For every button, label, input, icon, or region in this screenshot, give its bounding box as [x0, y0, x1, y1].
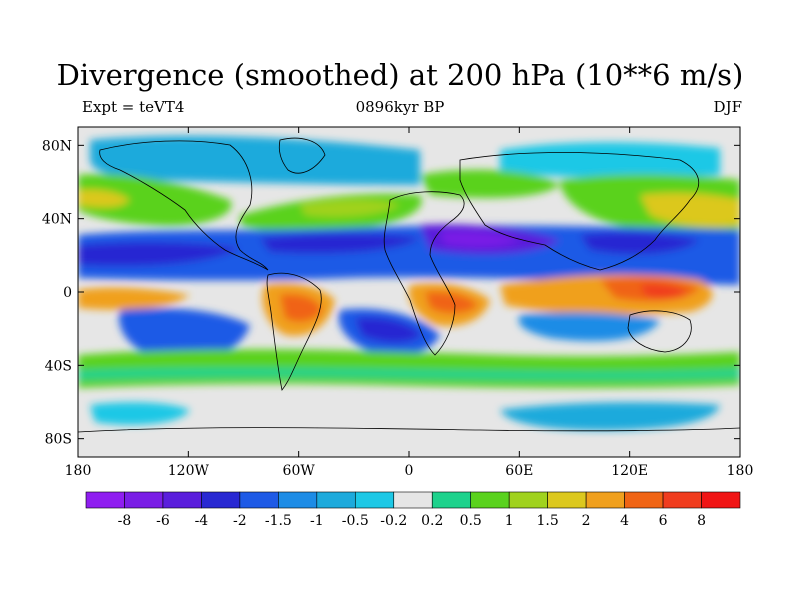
colorbar-label: 0.2	[421, 513, 443, 529]
colorbar-swatch	[316, 491, 356, 509]
colorbar-swatch	[239, 491, 279, 509]
colorbar-label: -0.2	[380, 513, 407, 529]
colorbar-swatch	[278, 491, 318, 509]
colorbar-label: -0.5	[342, 513, 369, 529]
colorbar-swatch	[470, 491, 510, 509]
colorbar-swatch	[431, 491, 472, 509]
colorbar-label: -1	[310, 513, 324, 529]
lon-tick-label: 120W	[168, 463, 210, 479]
longitude-axis: 180 120W 60W 0 60E 120E 180	[65, 127, 754, 479]
colorbar-label: 4	[620, 513, 629, 529]
lat-tick-label: 40S	[45, 358, 72, 374]
lon-tick-label: 60E	[505, 463, 533, 479]
colorbar-swatch	[201, 491, 241, 509]
season-label: DJF	[713, 98, 742, 116]
colorbar-swatch	[354, 491, 395, 509]
colorbar-swatch	[124, 491, 164, 509]
colorbar-label: -8	[118, 513, 132, 529]
colorbar-swatch	[547, 491, 587, 509]
colorbar-swatch	[701, 491, 741, 509]
colorbar-label: 8	[697, 513, 706, 529]
lat-tick-label: 80N	[42, 138, 72, 154]
lon-tick-label: 120E	[611, 463, 648, 479]
colorbar-swatch	[393, 491, 433, 509]
colorbar-swatch	[85, 491, 125, 509]
chart-title: Divergence (smoothed) at 200 hPa (10**6 …	[56, 58, 744, 92]
latitude-axis: 80N 40N 0 40S 80S	[42, 138, 740, 448]
colorbar-label: -1.5	[265, 513, 292, 529]
experiment-label: Expt = teVT4	[82, 98, 185, 116]
colorbar-label: -4	[195, 513, 209, 529]
colorbar-label: 1.5	[537, 513, 559, 529]
colorbar-swatch	[508, 491, 548, 509]
colorbar-label: 6	[659, 513, 668, 529]
colorbar-swatch	[662, 491, 702, 509]
lat-tick-label: 40N	[42, 212, 72, 228]
lat-tick-label: 0	[63, 285, 72, 301]
time-label: 0896kyr BP	[355, 98, 445, 116]
lon-tick-label: 180	[65, 463, 92, 479]
coastlines	[78, 137, 740, 433]
lon-tick-label: 60W	[283, 463, 316, 479]
colorbar-swatch	[624, 491, 664, 509]
colorbar: -8 -6 -4 -2 -1.5 -1 -0.5 -0.2 0.2 0.5 1 1.5 2 4 6 8	[85, 491, 741, 529]
lat-tick-label: 80S	[45, 432, 72, 448]
colorbar-swatch	[162, 491, 202, 509]
lon-tick-label: 0	[405, 463, 414, 479]
colorbar-label: 2	[582, 513, 591, 529]
colorbar-label: -6	[156, 513, 170, 529]
colorbar-label: -2	[233, 513, 247, 529]
colorbar-label: 1	[505, 513, 514, 529]
divergence-field	[78, 127, 740, 457]
lon-tick-label: 180	[727, 463, 754, 479]
colorbar-label: 0.5	[460, 513, 482, 529]
colorbar-swatch	[585, 491, 625, 509]
